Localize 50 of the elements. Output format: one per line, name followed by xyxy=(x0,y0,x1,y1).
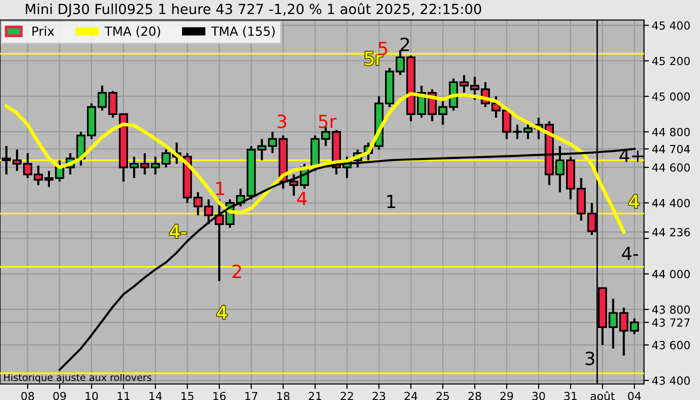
legend-label: TMA (155) xyxy=(211,26,275,38)
x-tick-label: 04 xyxy=(628,392,641,400)
legend-label: Prix xyxy=(32,26,54,36)
annotation: 3 xyxy=(586,352,594,366)
y-tick-label: 44 000 xyxy=(652,270,690,278)
y-tick-label: 44 236 xyxy=(652,228,690,236)
y-tick-label: 43 400 xyxy=(652,376,690,385)
y-tick-label: 45 000 xyxy=(652,92,690,101)
x-tick-label: 23 xyxy=(372,392,386,400)
annotation: 4 xyxy=(297,192,307,205)
x-tick-label: 25 xyxy=(436,392,449,400)
x-tick-label: 17 xyxy=(245,392,258,400)
annotation: 4 xyxy=(217,306,227,319)
y-tick-label: 44 400 xyxy=(652,198,690,208)
legend-label: TMA (20) xyxy=(104,26,160,38)
y-tick-label: 43 600 xyxy=(652,340,690,350)
x-tick-label: août xyxy=(590,391,615,400)
x-tick-label: 30 xyxy=(532,392,545,400)
x-tick-label: 28 xyxy=(468,392,482,400)
x-tick-label: 10 xyxy=(86,392,98,400)
annotation: 2 xyxy=(232,264,241,278)
x-tick-label: 08 xyxy=(21,392,34,400)
y-tick-label: 44 704 xyxy=(652,144,690,154)
y-tick-label: 44 600 xyxy=(652,163,690,172)
x-tick-label: 21 xyxy=(308,392,322,400)
annotation: 4- xyxy=(170,224,186,238)
x-tick-label: 31 xyxy=(564,392,577,400)
y-tick-label: 45 200 xyxy=(652,56,690,66)
x-tick-label: 09 xyxy=(53,392,66,400)
x-tick-label: 16 xyxy=(213,392,226,400)
x-tick-label: 15 xyxy=(181,392,194,400)
x-tick-label: 18 xyxy=(277,392,290,400)
annotation: 1 xyxy=(387,194,396,208)
annotation: 3 xyxy=(278,114,286,128)
annotation: 2 xyxy=(400,38,409,51)
y-tick-label: 43 727 xyxy=(652,318,690,327)
annotation: 5r xyxy=(318,114,336,128)
x-tick-label: 14 xyxy=(150,392,162,400)
annotation: 1 xyxy=(216,182,224,195)
x-tick-label: 24 xyxy=(404,392,418,400)
y-tick-label: 43 800 xyxy=(652,305,690,314)
y-tick-label: 44 800 xyxy=(652,128,690,136)
y-tick-label: 45 400 xyxy=(652,21,690,30)
x-tick-label: 11 xyxy=(118,392,130,400)
annotation: 4- xyxy=(622,246,638,260)
x-tick-label: 22 xyxy=(340,392,353,400)
x-tick-label: 29 xyxy=(500,392,513,400)
chart-title: Mini DJ30 Full0925 1 heure 43 727 -1,20 % 1 août 2025, 22:15:00 xyxy=(26,2,482,17)
annotation: 4 xyxy=(629,194,639,208)
annotation: Historique ajusté aux rollovers xyxy=(4,373,152,383)
